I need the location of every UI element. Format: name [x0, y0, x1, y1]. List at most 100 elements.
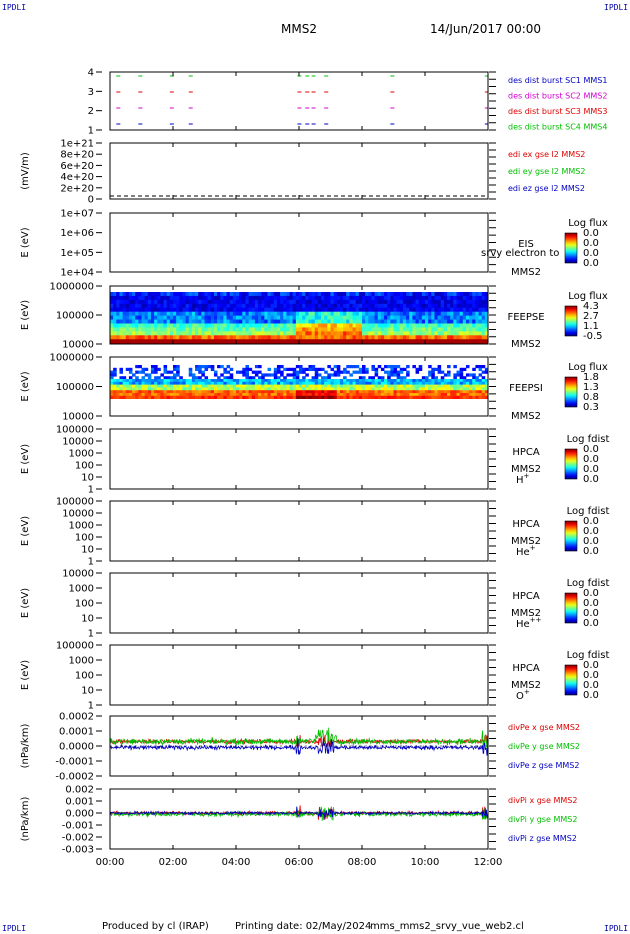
spectrogram-cell — [459, 373, 464, 377]
spectrogram-cell — [365, 393, 369, 397]
spectrogram-cell — [176, 384, 180, 388]
y-tick-label: 3 — [88, 87, 94, 98]
spectrogram-cell — [393, 327, 398, 332]
spectrogram-cell — [182, 381, 186, 385]
spectrogram-cell — [453, 307, 457, 313]
spectrogram-cell — [365, 299, 369, 305]
y-tick-label: 1000000 — [49, 353, 94, 364]
spectrogram-cell — [150, 307, 155, 313]
spectrogram-cell — [251, 315, 256, 321]
spectrogram-cell — [150, 319, 155, 324]
spectrogram-cell — [261, 373, 265, 377]
spectrogram-cell — [317, 292, 322, 297]
spectrogram-cell — [201, 292, 205, 297]
spectrogram-cell — [456, 335, 461, 340]
spectrogram-cell — [443, 335, 448, 340]
spectrogram-cell — [254, 393, 259, 397]
spectrogram-cell — [144, 319, 149, 324]
spectrogram-cell — [462, 393, 467, 397]
spectrogram-cell — [198, 319, 202, 324]
spectrogram-cell — [191, 339, 196, 344]
spectrogram-cell — [122, 339, 127, 344]
spectrogram-cell — [245, 323, 250, 328]
colorbar — [564, 448, 578, 480]
spectrogram-cell — [456, 339, 461, 344]
spectrogram-cell — [229, 393, 234, 397]
spectrogram-cell — [147, 299, 152, 305]
series-line — [110, 806, 488, 821]
colorbar-tick-label: 0.0 — [583, 546, 599, 557]
spectrogram-cell — [377, 387, 382, 391]
spectrogram-cell — [380, 335, 385, 340]
spectrogram-cell — [213, 390, 218, 394]
spectrogram-cell — [176, 323, 180, 328]
spectrogram-cell — [478, 379, 483, 383]
spectrogram-cell — [333, 331, 338, 336]
spectrogram-cell — [173, 331, 177, 336]
spectrogram-cell — [462, 395, 467, 399]
spectrogram-cell — [166, 315, 171, 321]
spectrogram-cell — [195, 323, 199, 328]
spectrogram-cell — [276, 395, 281, 399]
spectrogram-cell — [465, 303, 470, 309]
spectrogram-cell — [207, 303, 212, 309]
spectrogram-cell — [324, 339, 328, 344]
spectrogram-cell — [406, 307, 410, 313]
spectrogram-cell — [195, 376, 199, 380]
spectrogram-cell — [343, 381, 347, 385]
spectrogram-cell — [267, 335, 272, 340]
spectrogram-cell — [264, 303, 268, 309]
spectrogram-cell — [198, 381, 202, 385]
spectrogram-cell — [267, 323, 272, 328]
spectrogram-cell — [390, 299, 394, 305]
spectrogram-cell — [258, 387, 262, 391]
spectrogram-cell — [469, 339, 473, 344]
spectrogram-cell — [150, 339, 155, 344]
spectrogram-cell — [399, 331, 404, 336]
spectrogram-cell — [150, 395, 155, 399]
spectrogram-cell — [191, 387, 196, 391]
spectrogram-cell — [330, 395, 335, 399]
spectrogram-cell — [346, 319, 350, 324]
spectrogram-cell — [245, 390, 249, 394]
colorbar-tick-label: 4.3 — [583, 301, 599, 312]
spectrogram-cell — [264, 327, 268, 332]
spectrogram-cell — [371, 365, 375, 369]
spectrogram-cell — [188, 292, 193, 297]
y-tick-label: 1 — [88, 701, 94, 712]
spectrogram-cell — [213, 292, 218, 297]
spectrogram-cell — [415, 323, 420, 328]
spectrogram-cell — [418, 393, 423, 397]
spectrogram-cell — [393, 303, 398, 309]
spectrogram-cell — [280, 303, 284, 309]
spectrogram-cell — [270, 323, 275, 328]
spectrogram-cell — [128, 339, 133, 344]
spectrogram-cell — [425, 384, 429, 388]
spectrogram-cell — [113, 299, 117, 305]
spectrogram-cell — [387, 390, 391, 394]
spectrogram-cell — [138, 390, 142, 394]
spectrogram-cell — [157, 367, 161, 371]
spectrogram-cell — [128, 393, 133, 397]
spectrogram-cell — [415, 327, 420, 332]
spectrogram-cell — [459, 387, 464, 391]
spectrogram-cell — [128, 395, 133, 399]
spectrogram-cell — [352, 323, 357, 328]
spectrogram-cell — [412, 307, 417, 313]
spectrogram-cell — [390, 393, 394, 397]
spectrogram-cell — [475, 379, 479, 383]
spectrogram-cell — [434, 381, 438, 385]
spectrogram-cell — [450, 395, 454, 399]
spectrogram-cell — [125, 327, 130, 332]
spectrogram-cell — [393, 390, 398, 394]
spectrogram-cell — [443, 292, 448, 297]
spectrogram-cell — [346, 393, 350, 397]
spectrogram-cell — [166, 393, 171, 397]
spectrogram-cell — [362, 331, 366, 336]
spectrogram-cell — [305, 323, 309, 328]
spectrogram-cell — [437, 292, 442, 297]
spectrogram-cell — [362, 393, 366, 397]
spectrogram-cell — [198, 367, 202, 371]
spectrogram-cell — [346, 307, 350, 313]
